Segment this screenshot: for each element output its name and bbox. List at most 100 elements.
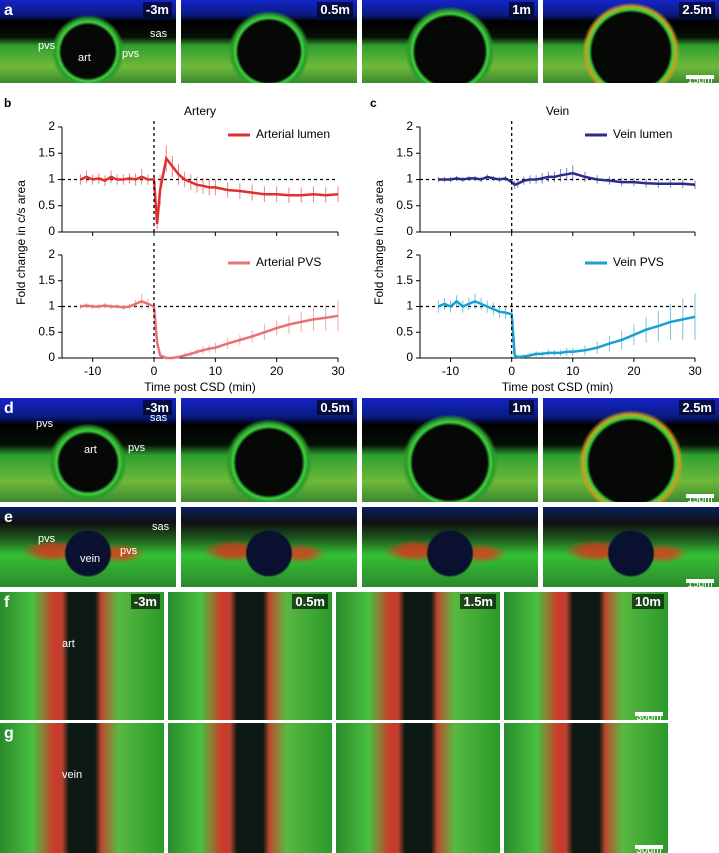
panel-letter: a <box>4 2 13 19</box>
scale-bar: 15μm <box>686 75 714 83</box>
y-tick-label: 1 <box>406 299 413 313</box>
y-tick-label: 1.5 <box>396 273 413 287</box>
panel-letter: d <box>4 400 14 417</box>
micrograph: 30μm <box>504 723 668 853</box>
legend-label: Vein PVS <box>613 255 664 269</box>
y-tick-label: 0 <box>406 224 413 238</box>
time-label: 10m <box>631 594 664 609</box>
x-tick-label: 20 <box>627 364 641 378</box>
x-axis-label: Time post CSD (min) <box>502 380 614 394</box>
scale-line <box>686 496 714 498</box>
y-tick-label: 0 <box>48 350 55 364</box>
scale-label: 15μm <box>686 494 714 502</box>
legend-label: Vein lumen <box>613 127 672 141</box>
micrograph: 15μm <box>543 507 719 587</box>
micrograph: -3m art <box>0 592 164 720</box>
scale-line <box>635 714 663 716</box>
scale-bar: 15μm <box>686 579 714 587</box>
time-label: 2.5m <box>679 400 715 415</box>
time-label: -3m <box>130 594 160 609</box>
x-tick-label: 30 <box>688 364 702 378</box>
structure-label: pvs <box>128 442 146 454</box>
x-tick-label: 10 <box>566 364 580 378</box>
y-tick-label: 0.5 <box>38 324 55 338</box>
charts: b Artery Fold change in c/s area Time post … <box>4 96 702 394</box>
time-label: 0.5m <box>317 400 353 415</box>
scale-line <box>686 581 714 583</box>
scale-bar: 30μm <box>635 845 663 853</box>
x-tick-label: 0 <box>508 364 515 378</box>
y-axis-label: Fold change in c/s area <box>14 180 28 305</box>
x-tick-label: -10 <box>84 364 102 378</box>
x-tick-label: 10 <box>209 364 223 378</box>
legend-label: Arterial PVS <box>256 255 321 269</box>
micrograph: 0.5m <box>181 0 357 83</box>
x-tick-label: 0 <box>151 364 158 378</box>
chart-title: Vein <box>546 104 569 118</box>
scale-label: 30μm <box>635 845 663 853</box>
series-line <box>437 299 696 359</box>
micrograph <box>168 723 332 853</box>
scale-line <box>686 77 714 79</box>
series-line <box>80 299 339 360</box>
y-tick-label: 2 <box>48 119 55 133</box>
structure-label: art <box>84 444 97 456</box>
time-label: 0.5m <box>292 594 328 609</box>
scale-bar: 15μm <box>686 494 714 502</box>
micrograph: 0.5m <box>168 592 332 720</box>
micrograph: 2.5m 15μm <box>543 398 719 502</box>
structure-label: pvs <box>120 545 138 557</box>
scale-label: 15μm <box>686 75 714 83</box>
panel-letter: f <box>4 594 10 611</box>
y-tick-label: 1 <box>48 172 55 186</box>
micrograph: 1m <box>362 0 538 83</box>
x-axis-label: Time post CSD (min) <box>144 380 256 394</box>
y-tick-label: 1.5 <box>38 145 55 159</box>
scale-line <box>635 847 663 849</box>
time-label: 2.5m <box>679 2 715 17</box>
panel-letter: g <box>4 725 14 742</box>
y-tick-label: 1 <box>406 172 413 186</box>
y-axis-label: Fold change in c/s area <box>372 180 386 305</box>
y-tick-label: 2 <box>48 247 55 261</box>
micrograph: 1.5m <box>336 592 500 720</box>
structure-label: art <box>78 52 91 64</box>
micrograph: -3m pvs art pvs sas <box>0 0 176 83</box>
scale-label: 30μm <box>635 712 663 720</box>
time-label: 1.5m <box>460 594 496 609</box>
structure-label: pvs <box>38 40 56 52</box>
structure-label: vein <box>80 553 101 565</box>
series-line <box>79 155 339 225</box>
y-tick-label: 0.5 <box>396 324 413 338</box>
micrograph: 1m <box>362 398 538 502</box>
legend-label: Arterial lumen <box>256 127 330 141</box>
y-tick-label: 2 <box>406 247 413 261</box>
y-tick-label: 0 <box>48 224 55 238</box>
micrograph <box>362 507 538 587</box>
y-tick-label: 1 <box>48 299 55 313</box>
micrograph: 0.5m <box>181 398 357 502</box>
y-tick-label: 1.5 <box>38 273 55 287</box>
y-tick-label: 0.5 <box>38 198 55 212</box>
structure-label: sas <box>150 412 168 424</box>
micrograph: vein <box>0 723 164 853</box>
time-label: -3m <box>142 400 172 415</box>
y-tick-label: 0 <box>406 350 413 364</box>
micrograph: 10m 30μm <box>504 592 668 720</box>
time-label: 1m <box>509 400 534 415</box>
time-label: 1m <box>509 2 534 17</box>
scale-label: 15μm <box>686 579 714 587</box>
micrograph: -3m pvs art pvs sas <box>0 398 176 502</box>
time-label: 0.5m <box>317 2 353 17</box>
micrograph: 2.5m 15μm <box>543 0 719 83</box>
chart-title: Artery <box>184 104 216 118</box>
micrograph <box>181 507 357 587</box>
y-tick-label: 0.5 <box>396 198 413 212</box>
micrograph <box>336 723 500 853</box>
scale-bar: 30μm <box>635 712 663 720</box>
x-tick-label: -10 <box>442 364 460 378</box>
panel-letter: b <box>4 96 11 110</box>
panel-letter: c <box>370 96 377 110</box>
y-tick-label: 1.5 <box>396 145 413 159</box>
